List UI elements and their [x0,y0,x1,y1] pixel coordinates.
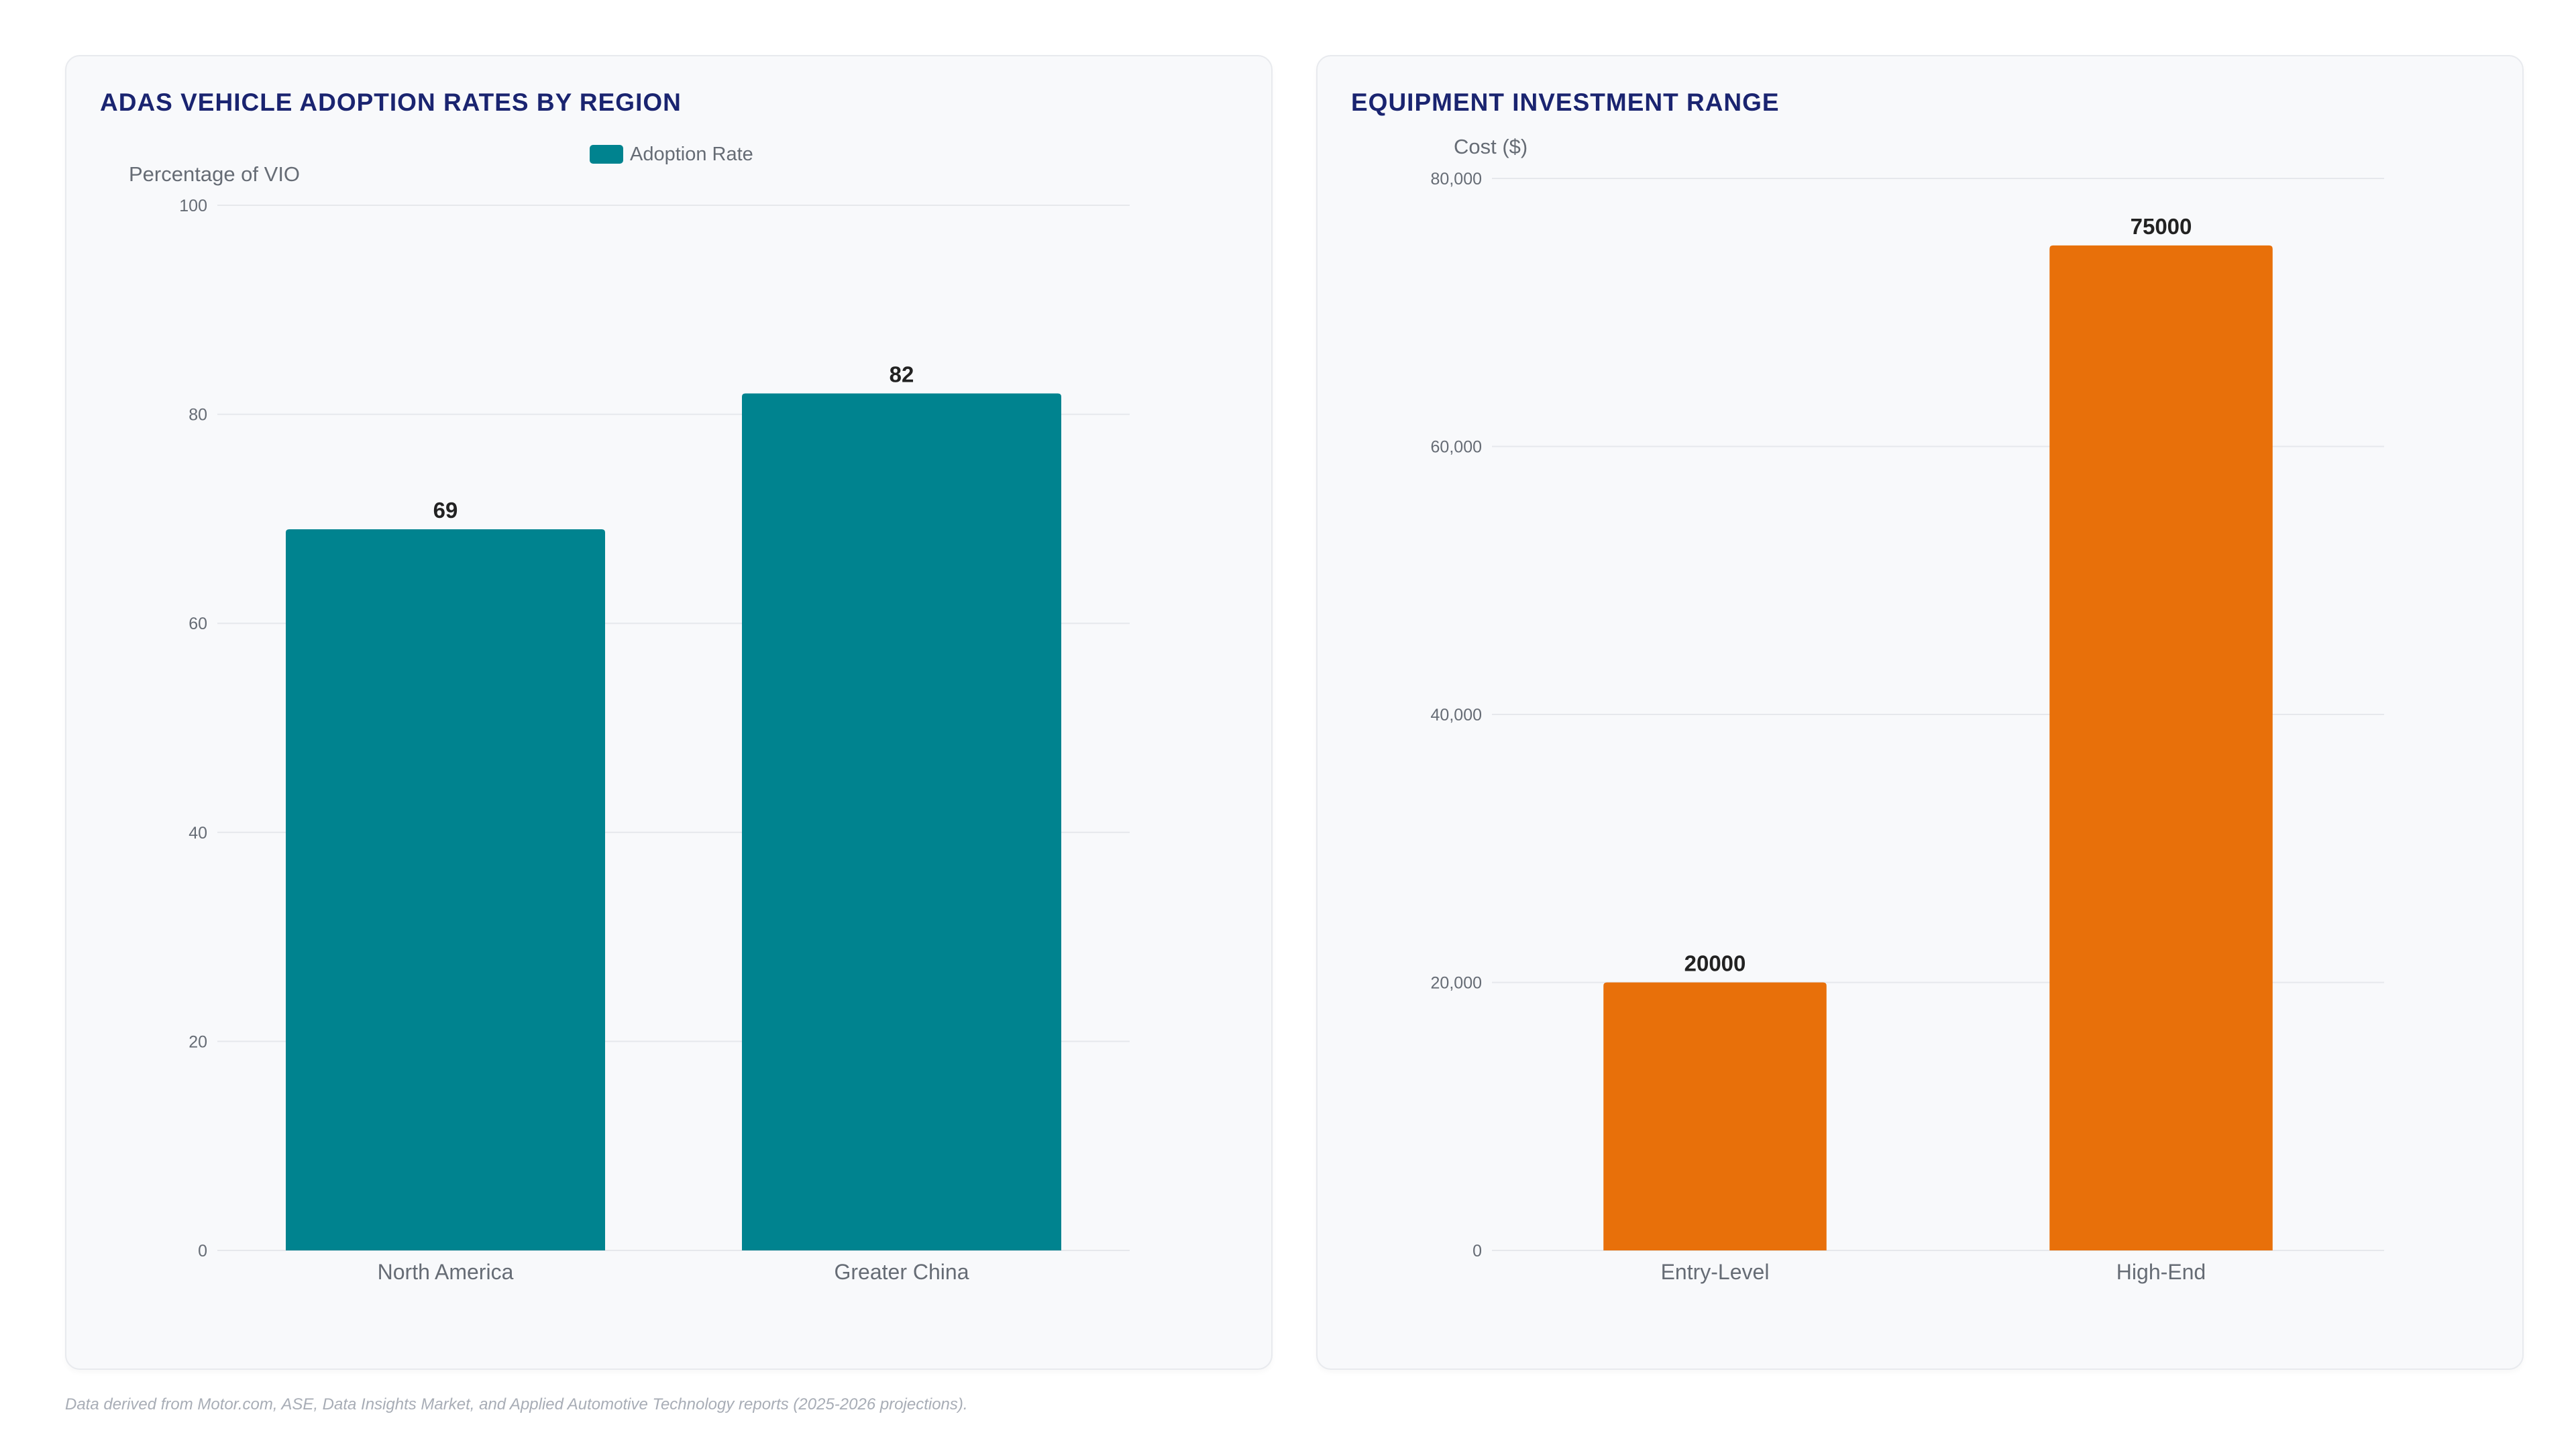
y-axis-ticks: 0 20,000 40,000 60,000 80,000 [1431,170,1482,1260]
investment-bar-chart: Cost ($) 0 20,000 40,000 60,000 80,000 20000… [1431,135,2384,1284]
y-tick-label: 40 [189,824,207,843]
data-label: 20000 [1684,951,1746,976]
legend-swatch [590,145,623,164]
x-axis-labels: North America Greater China [378,1260,969,1284]
y-tick-label: 60 [189,614,207,633]
data-label: 75000 [2131,214,2192,239]
investment-chart-panel: EQUIPMENT INVESTMENT RANGE Cost ($) 0 20,… [1316,55,2524,1370]
y-tick-label: 20 [189,1032,207,1051]
legend-label: Adoption Rate [630,144,753,165]
bar-entry-level [1603,982,1827,1250]
y-tick-label: 100 [179,197,207,215]
data-label: 69 [433,498,458,523]
y-axis-ticks: 0 20 40 60 80 100 [179,197,207,1260]
bars [1603,245,2273,1250]
adoption-bar-chart: Adoption Rate Percentage of VIO 0 20 40 60 8… [129,144,1130,1284]
y-tick-label: 0 [198,1242,207,1260]
y-tick-label: 80 [189,406,207,425]
x-tick-label: High-End [2116,1260,2206,1284]
investment-chart-title: EQUIPMENT INVESTMENT RANGE [1351,89,1780,116]
y-tick-label: 0 [1472,1242,1482,1260]
bar-high-end [2049,245,2273,1250]
y-tick-label: 20,000 [1431,974,1482,993]
x-tick-label: North America [378,1260,514,1284]
adoption-chart-title: ADAS VEHICLE ADOPTION RATES BY REGION [100,89,682,116]
data-label: 82 [890,362,914,386]
data-labels: 20000 75000 [1684,214,2192,976]
bar-greater-china [742,393,1061,1251]
data-labels: 69 82 [433,362,914,523]
bars [286,393,1061,1251]
y-axis-title: Percentage of VIO [129,162,300,186]
legend: Adoption Rate [590,144,753,165]
source-footnote: Data derived from Motor.com, ASE, Data I… [65,1395,968,1413]
x-tick-label: Greater China [835,1260,969,1284]
x-tick-label: Entry-Level [1661,1260,1770,1284]
y-tick-label: 80,000 [1431,170,1482,189]
bar-north-america [286,529,605,1250]
y-tick-label: 60,000 [1431,438,1482,457]
y-axis-title: Cost ($) [1454,135,1527,158]
y-tick-label: 40,000 [1431,706,1482,724]
adoption-chart-panel: ADAS VEHICLE ADOPTION RATES BY REGION Ad… [65,55,1273,1370]
x-axis-labels: Entry-Level High-End [1661,1260,2206,1284]
